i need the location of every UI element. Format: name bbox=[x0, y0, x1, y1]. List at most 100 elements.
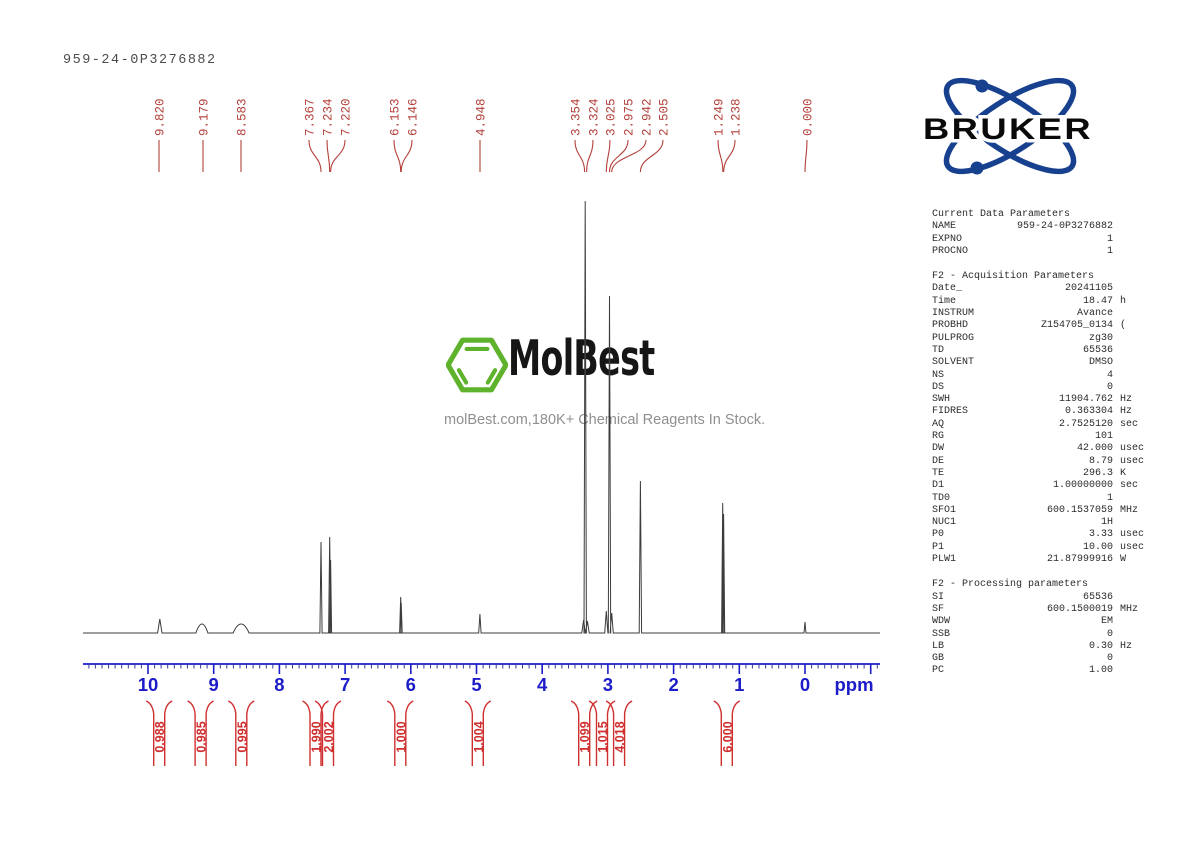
param-row: NAME 959-24-0P3276882 bbox=[932, 221, 1150, 233]
param-label: Date_ bbox=[932, 283, 963, 295]
peak-label-text: 4.948 bbox=[475, 98, 489, 136]
peak-label-text: 2.505 bbox=[658, 98, 672, 136]
integral-value: 1.015 bbox=[596, 721, 610, 752]
param-unit bbox=[1113, 234, 1150, 246]
param-row: SI 65536 bbox=[932, 592, 1150, 604]
param-label: EXPNO bbox=[932, 233, 963, 245]
bruker-logo: BRUKER bbox=[920, 77, 1095, 175]
param-value: 3.33 bbox=[1088, 529, 1113, 541]
peak-connector bbox=[605, 139, 611, 173]
peak-label-text: 2.975 bbox=[623, 98, 637, 136]
integral-bracket bbox=[187, 700, 214, 766]
param-unit: sec bbox=[1120, 480, 1139, 492]
param-value: 1 bbox=[1106, 492, 1113, 504]
integral-bracket bbox=[386, 700, 414, 766]
param-label: NUC1 bbox=[932, 517, 957, 529]
param-row: DE 8.79 usec bbox=[932, 456, 1150, 468]
param-unit: K bbox=[1120, 467, 1127, 479]
peak-label-text: 3.025 bbox=[605, 98, 619, 136]
param-label: PC bbox=[932, 665, 945, 677]
param-label: TD bbox=[932, 344, 945, 356]
param-row: EXPNO 1 bbox=[932, 234, 1150, 246]
integral-bracket bbox=[314, 700, 342, 766]
param-value: 2.7525120 bbox=[1058, 418, 1113, 430]
bruker-orbits-icon bbox=[943, 77, 1077, 175]
param-row: WDW EM bbox=[932, 616, 1150, 628]
param-value: 65536 bbox=[1082, 591, 1113, 603]
spectrum-trace bbox=[83, 200, 880, 634]
param-label: TD0 bbox=[932, 492, 951, 504]
watermark-tagline: molBest.com,180K+ Chemical Reagents In S… bbox=[444, 412, 766, 428]
param-unit bbox=[1113, 665, 1150, 677]
param-label: TE bbox=[932, 467, 945, 479]
param-row: PROCNO 1 bbox=[932, 246, 1150, 258]
param-value: 0 bbox=[1106, 628, 1113, 640]
peak-connector bbox=[717, 139, 724, 173]
param-row: NUC1 1H bbox=[932, 517, 1150, 529]
param-row: DS 0 bbox=[932, 382, 1150, 394]
param-row: SSB 0 bbox=[932, 629, 1150, 641]
param-unit: MHz bbox=[1120, 603, 1139, 615]
peak-label-text: 9.820 bbox=[154, 98, 168, 136]
param-row: INSTRUM Avance bbox=[932, 308, 1150, 320]
param-row: SF 600.1500019 MHz bbox=[932, 604, 1150, 616]
axis-tick-label: 9 bbox=[209, 674, 219, 695]
param-row: TE 296.3 K bbox=[932, 468, 1150, 480]
axis-tick-label: 6 bbox=[406, 674, 416, 695]
param-unit: Hz bbox=[1120, 394, 1133, 406]
param-row: AQ 2.7525120 sec bbox=[932, 419, 1150, 431]
param-value: 1 bbox=[1106, 233, 1113, 245]
peak-connector bbox=[393, 139, 402, 173]
param-row: PC 1.00 bbox=[932, 665, 1150, 677]
param-label: D1 bbox=[932, 480, 945, 492]
param-section-title: F2 - Processing parameters bbox=[932, 579, 1089, 591]
param-value: 4 bbox=[1106, 369, 1113, 381]
peak-connector bbox=[804, 139, 808, 173]
peak-label-text: 7.234 bbox=[322, 98, 336, 136]
param-value: 10.00 bbox=[1082, 541, 1113, 553]
peak-label-text: 0.000 bbox=[802, 98, 816, 136]
watermark-brand: MolBest bbox=[508, 330, 655, 387]
param-row: SFO1 600.1537059 MHz bbox=[932, 505, 1150, 517]
param-unit: usec bbox=[1120, 443, 1145, 455]
param-value: 18.47 bbox=[1082, 295, 1113, 307]
param-section-title: Current Data Parameters bbox=[932, 209, 1071, 220]
integral-value: 4.018 bbox=[613, 721, 627, 752]
param-value: 11904.762 bbox=[1058, 394, 1113, 406]
param-unit: h bbox=[1120, 295, 1127, 307]
peak-label-text: 7.367 bbox=[304, 98, 318, 136]
param-unit bbox=[1113, 616, 1150, 628]
param-unit: Hz bbox=[1120, 640, 1133, 652]
param-unit bbox=[1113, 431, 1150, 443]
param-value: 0 bbox=[1106, 381, 1113, 393]
param-unit bbox=[1113, 221, 1150, 233]
param-value: 1 bbox=[1106, 245, 1113, 257]
peak-connector bbox=[326, 139, 331, 173]
peak-label-text: 2.942 bbox=[641, 98, 655, 136]
param-label: P1 bbox=[932, 541, 945, 553]
param-label: DE bbox=[932, 455, 945, 467]
param-label: SSB bbox=[932, 628, 951, 640]
param-label: AQ bbox=[932, 418, 945, 430]
param-unit bbox=[1113, 493, 1150, 505]
param-unit: ( bbox=[1120, 320, 1127, 332]
param-label: PLW1 bbox=[932, 554, 957, 566]
param-value: 42.000 bbox=[1076, 443, 1113, 455]
axis-unit-label: ppm bbox=[834, 674, 873, 695]
integral-value: 0.995 bbox=[235, 721, 249, 752]
axis-tick-label: 0 bbox=[800, 674, 810, 695]
peak-label-text: 9.179 bbox=[198, 98, 212, 136]
param-row: TD0 1 bbox=[932, 493, 1150, 505]
axis-tick-label: 3 bbox=[603, 674, 613, 695]
param-unit bbox=[1113, 283, 1150, 295]
param-row: Time 18.47 h bbox=[932, 296, 1150, 308]
integral-value: 1.099 bbox=[578, 721, 592, 752]
param-value: 8.79 bbox=[1088, 455, 1113, 467]
axis-tick-label: 10 bbox=[138, 674, 159, 695]
param-row: RG 101 bbox=[932, 431, 1150, 443]
peak-label-text: 7.220 bbox=[340, 98, 354, 136]
param-value: 0.363304 bbox=[1064, 406, 1113, 418]
peak-connector bbox=[400, 139, 413, 173]
integral-bracket bbox=[713, 700, 741, 766]
param-label: SI bbox=[932, 591, 945, 603]
